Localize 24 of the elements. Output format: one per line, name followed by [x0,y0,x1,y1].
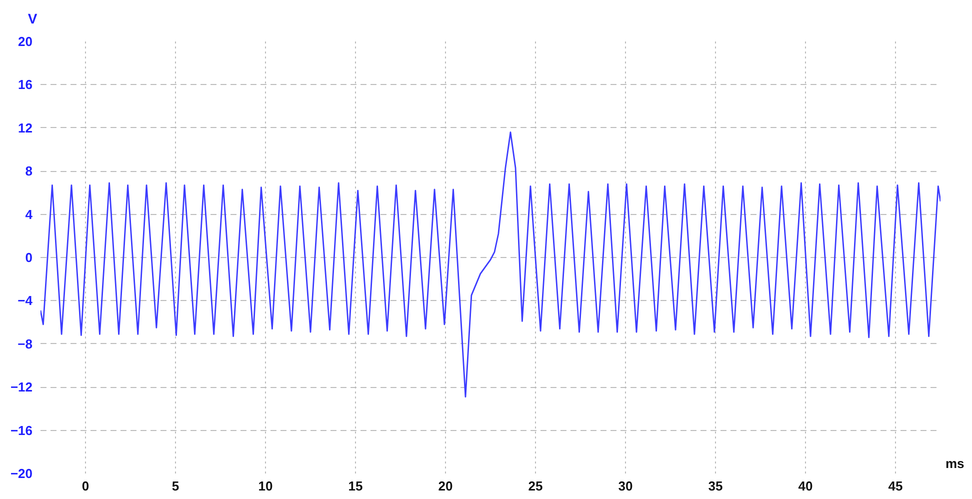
x-tick-label: 5 [172,478,180,494]
y-tick-label: 4 [25,206,34,222]
line-series [40,132,940,398]
x-tick-label: 0 [82,478,90,494]
y-tick-label: −8 [18,336,33,352]
y-tick-label: −4 [18,293,34,308]
y-tick-label: −12 [10,380,33,395]
y-tick-label: −20 [10,466,33,481]
y-tick-label: 12 [18,120,33,136]
y-tick-label: −16 [10,422,33,438]
x-tick-label: 10 [258,478,273,494]
x-tick-label: 30 [618,478,633,494]
x-tick-label: 45 [888,478,903,494]
y-axis-title: V [28,10,38,26]
x-tick-label: 40 [798,478,813,494]
y-tick-label: 16 [18,77,33,92]
y-tick-label: 0 [25,250,33,265]
x-tick-label: 20 [438,478,453,494]
x-tick-label: 15 [348,478,363,494]
x-axis-title: ms [946,456,964,471]
y-tick-label: 20 [18,34,33,49]
x-tick-label: 25 [528,478,543,494]
y-tick-label: 8 [25,164,33,179]
x-tick-label: 35 [708,478,723,494]
